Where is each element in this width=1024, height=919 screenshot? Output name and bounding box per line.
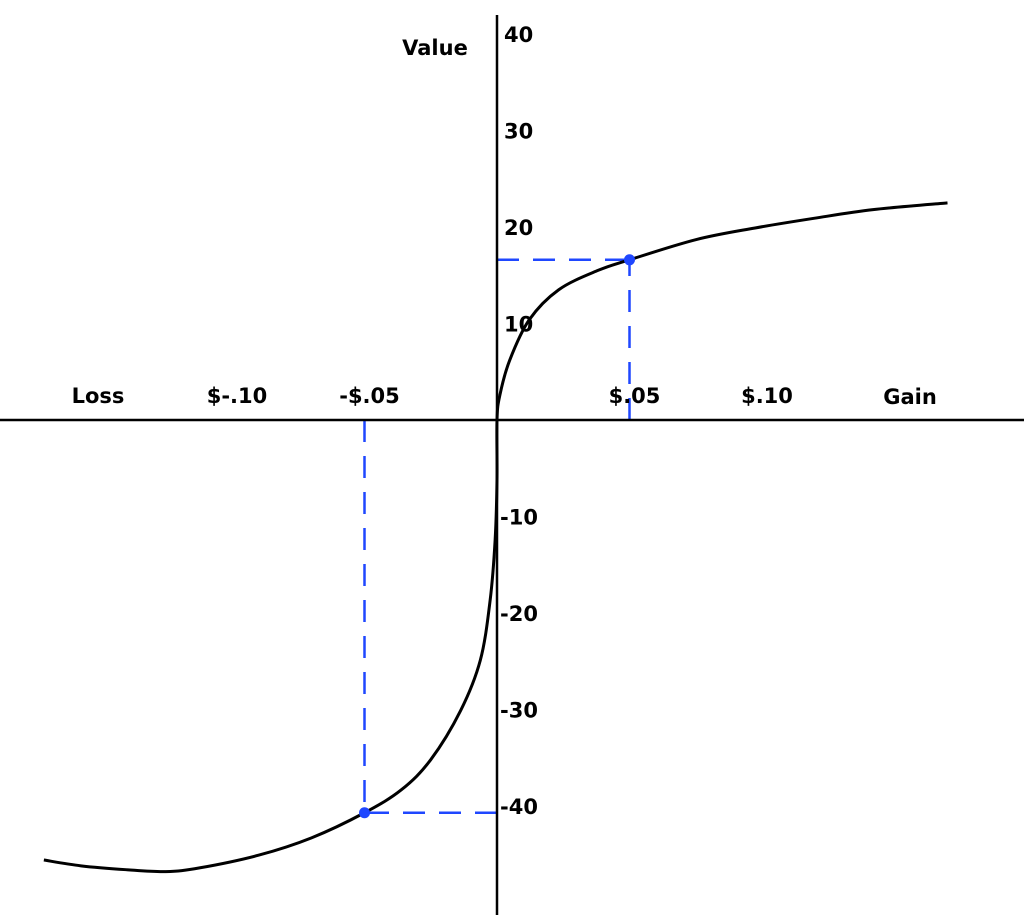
- value-curve: [43, 201, 948, 874]
- x-axis-label-loss: Loss: [72, 384, 125, 408]
- y-tick-label: -30: [500, 699, 538, 723]
- y-tick-label: 40: [504, 23, 533, 47]
- y-tick-label: -10: [500, 506, 538, 530]
- y-tick-label: 30: [504, 120, 533, 144]
- y-tick-label: 20: [504, 216, 533, 240]
- y-tick-label: -20: [500, 602, 538, 626]
- x-tick-label: $-.10: [207, 384, 268, 408]
- x-tick-label: $.10: [741, 384, 793, 408]
- highlight-point: [624, 254, 635, 266]
- y-tick-label: -40: [500, 795, 538, 819]
- x-tick-label: $.05: [609, 384, 661, 408]
- highlight-point: [359, 807, 370, 819]
- x-axis-label-gain: Gain: [883, 385, 937, 409]
- y-tick-label: 10: [504, 313, 533, 337]
- x-tick-label: -$.05: [339, 384, 400, 408]
- y-axis-label: Value: [402, 36, 468, 60]
